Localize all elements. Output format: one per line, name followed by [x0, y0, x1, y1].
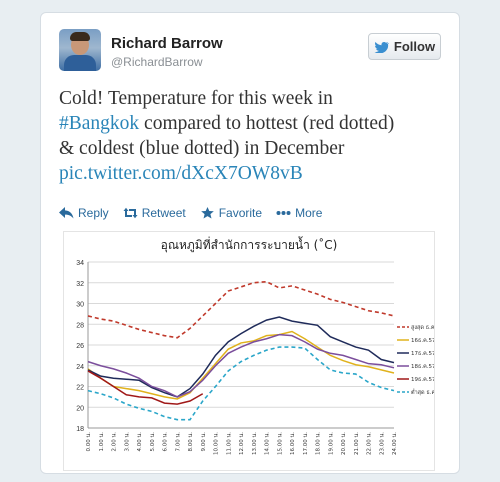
tweet-line-2-rest: compared to hottest (red dotted) — [139, 113, 395, 134]
y-tick-label: 30 — [76, 302, 84, 309]
series-line — [87, 333, 395, 398]
x-tick-label: 6.00 น. — [163, 432, 169, 452]
x-tick-label: 17.00 น. — [303, 432, 309, 455]
legend-label: 16ธ.ค.57 — [411, 337, 434, 344]
x-tick-label: 21.00 น. — [354, 432, 360, 455]
x-tick-label: 11.00 น. — [226, 432, 232, 455]
tweet-line-3: & coldest (blue dotted) in December — [59, 138, 345, 159]
x-tick-label: 5.00 น. — [150, 432, 156, 452]
x-tick-label: 19.00 น. — [328, 432, 334, 455]
tweet-actions: Reply Retweet Favorite More — [59, 206, 322, 220]
more-label: More — [295, 206, 323, 220]
x-tick-label: 1.00 น. — [99, 432, 105, 452]
reply-button[interactable]: Reply — [59, 206, 109, 220]
tweet-card: Richard Barrow @RichardBarrow Follow Col… — [40, 12, 460, 474]
x-tick-label: 12.00 น. — [239, 432, 245, 455]
y-tick-label: 32 — [76, 281, 84, 288]
x-tick-label: 18.00 น. — [316, 432, 322, 455]
temperature-chart-image[interactable]: อุณหภูมิที่สำนักการระบายน้ำ (˚C) 18 20 22 2… — [63, 231, 435, 471]
y-tick-label: 22 — [76, 385, 84, 392]
y-tick-label: 34 — [76, 260, 84, 267]
y-tick-label: 28 — [76, 322, 84, 329]
tweet-line-2: #Bangkok compared to hottest (red dotted… — [59, 111, 454, 136]
series-line — [87, 316, 395, 398]
retweet-button[interactable]: Retweet — [123, 206, 186, 220]
author-handle[interactable]: @RichardBarrow — [111, 55, 203, 69]
follow-label: Follow — [393, 39, 436, 54]
favorite-button[interactable]: Favorite — [200, 206, 262, 220]
y-tick-label: 18 — [76, 426, 84, 433]
avatar[interactable] — [59, 29, 101, 71]
more-button[interactable]: More — [276, 206, 322, 220]
bird-icon — [374, 41, 389, 53]
favorite-label: Favorite — [218, 206, 263, 220]
tweet-text: Cold! Temperature for this week in #Bang… — [59, 86, 454, 186]
chart-title: อุณหภูมิที่สำนักการระบายน้ำ (˚C) — [160, 238, 338, 252]
x-tick-label: 4.00 น. — [137, 432, 143, 452]
x-tick-label: 16.00 น. — [290, 432, 296, 455]
dots-icon — [276, 211, 291, 215]
x-tick-label: 10.00 น. — [214, 432, 220, 455]
retweet-label: Retweet — [141, 206, 186, 220]
follow-button[interactable]: Follow — [368, 33, 441, 60]
reply-arrow-icon — [59, 207, 74, 219]
x-tick-label: 23.00 น. — [379, 432, 385, 455]
legend-label: ต่ำสุด ธ.ค.56 — [411, 388, 434, 396]
legend-label: สูงสุด ธ.ค.56 — [411, 324, 434, 331]
series-line — [87, 370, 204, 405]
legend-label: 18ธ.ค.57 — [411, 363, 434, 370]
x-tick-label: 8.00 น. — [188, 432, 194, 452]
tweet-line-1: Cold! Temperature for this week in — [59, 88, 333, 109]
series-line — [87, 346, 395, 421]
y-tick-label: 20 — [76, 405, 84, 412]
x-tick-label: 3.00 น. — [124, 432, 130, 452]
x-tick-label: 7.00 น. — [175, 432, 181, 452]
x-tick-label: 13.00 น. — [252, 432, 258, 455]
x-tick-label: 2.00 น. — [112, 432, 118, 452]
legend-label: 17ธ.ค.57 — [411, 350, 434, 357]
x-tick-label: 9.00 น. — [201, 432, 207, 452]
hashtag-link[interactable]: #Bangkok — [59, 113, 140, 134]
author-name[interactable]: Richard Barrow — [111, 35, 223, 52]
series-line — [87, 330, 395, 400]
avatar-shirt — [64, 55, 96, 71]
star-icon — [200, 207, 214, 219]
reply-label: Reply — [78, 206, 109, 220]
temperature-line-chart: 18 20 22 24 26 28 30 32 34 0.00 น. 1.00 น. 2.00 น. 3… — [76, 260, 434, 455]
x-tick-label: 15.00 น. — [277, 432, 283, 455]
y-tick-label: 24 — [76, 364, 84, 371]
avatar-hair — [70, 32, 90, 41]
x-tick-label: 14.00 น. — [265, 432, 271, 455]
legend-label: 19ธ.ค.57 — [411, 376, 434, 383]
x-tick-label: 22.00 น. — [367, 432, 373, 455]
y-tick-label: 26 — [76, 343, 84, 350]
x-tick-label: 24.00 น. — [392, 432, 398, 455]
x-tick-label: 0.00 น. — [86, 432, 92, 452]
retweet-icon — [123, 207, 138, 219]
pic-link[interactable]: pic.twitter.com/dXcX7OW8vB — [59, 163, 303, 184]
x-tick-label: 20.00 น. — [341, 432, 347, 455]
series-line — [87, 280, 395, 339]
